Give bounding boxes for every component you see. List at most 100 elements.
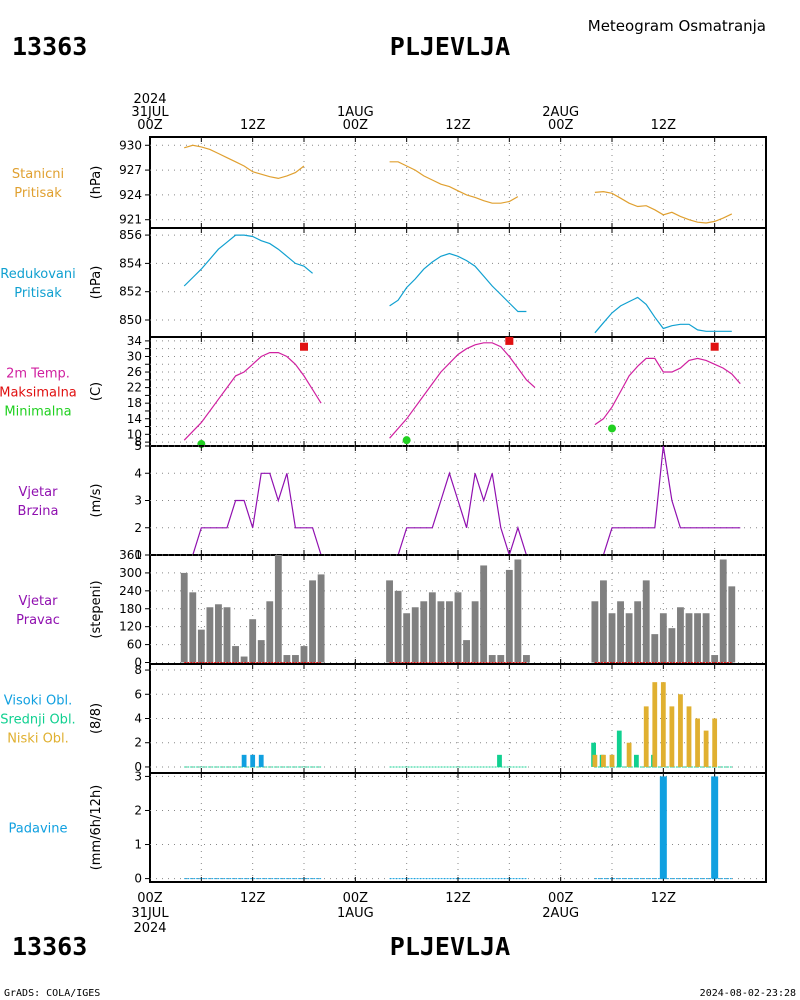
temperature-line — [389, 342, 536, 439]
y-tick-label: 4 — [134, 712, 142, 726]
top-time-label: 00Z — [548, 118, 574, 133]
precip-bar — [659, 776, 667, 879]
y-tick-label: 921 — [119, 213, 142, 227]
wind-direction-bar — [232, 646, 239, 663]
y-tick-label: 26 — [127, 365, 142, 379]
panel-label: Padavine — [9, 822, 68, 837]
bottom-time-label: 2AUG — [542, 906, 579, 921]
temperature-line — [183, 352, 322, 441]
wind-direction-bar — [215, 604, 222, 663]
tmin-marker — [402, 436, 411, 445]
wind-direction-bar — [223, 607, 231, 663]
cloud-bar-low — [660, 682, 666, 767]
bottom-time-label: 31JUL — [131, 906, 169, 921]
cloud-bar-high — [258, 754, 264, 767]
y-tick-label: 850 — [119, 313, 142, 327]
y-tick-label: 924 — [119, 188, 142, 202]
wind-direction-bar — [523, 655, 530, 663]
station-pressure-line — [594, 190, 733, 224]
wind-direction-bar — [642, 580, 650, 663]
y-tick-label: 2 — [134, 736, 142, 750]
station-pressure-line — [389, 161, 519, 204]
wind-direction-bar — [180, 572, 188, 663]
panel-label: Vjetar — [19, 594, 59, 609]
wind-direction-bar — [292, 655, 299, 663]
wind-direction-bar — [591, 601, 599, 663]
panel-label: Redukovani — [0, 267, 75, 282]
y-axis-label: (hPa) — [89, 266, 104, 300]
top-time-label: 00Z — [137, 118, 163, 133]
y-tick-label: 1 — [134, 548, 142, 562]
top-time-label: 12Z — [445, 118, 471, 133]
panel-label: Pritisak — [14, 286, 62, 301]
panel-label: 2m Temp. — [6, 367, 70, 382]
top-time-label: 31JUL — [131, 105, 169, 120]
wind-direction-bar — [617, 601, 624, 663]
timestamp-text: 2024-08-02-23:28 — [700, 988, 796, 999]
tmax-marker — [710, 342, 719, 351]
top-time-label: 1AUG — [337, 105, 374, 120]
wind-direction-bar — [702, 613, 710, 663]
wind-direction-bar — [420, 601, 428, 663]
y-tick-label: 30 — [127, 349, 142, 363]
y-axis-label: (hPa) — [89, 166, 104, 200]
y-tick-label: 5 — [134, 439, 142, 453]
cloud-bar-mid — [616, 730, 622, 767]
credit-text: GrADS: COLA/IGES — [4, 988, 100, 999]
station-name-bottom: PLJEVLJA — [390, 932, 510, 961]
wind-direction-bar — [625, 613, 633, 663]
cloud-bar-low — [686, 706, 692, 767]
panel-label: Pritisak — [14, 186, 62, 201]
top-time-label: 12Z — [651, 118, 677, 133]
wind-direction-bar — [719, 559, 727, 663]
y-tick-label: 2 — [134, 803, 142, 817]
tmax-marker — [300, 342, 308, 351]
panel-label: Srednji Obl. — [0, 713, 75, 728]
panel-label: Stanicni — [12, 167, 64, 182]
cloud-bar-low — [609, 754, 615, 767]
wind-direction-bar — [651, 634, 659, 663]
station-id-top: 13363 — [12, 32, 87, 61]
wind-direction-bar — [403, 613, 411, 663]
cloud-bar-mid — [633, 754, 639, 767]
y-tick-label: 3 — [134, 494, 142, 508]
wind-speed-line — [389, 471, 527, 558]
wind-direction-bar — [694, 613, 701, 663]
wind-direction-bar — [480, 565, 488, 663]
wind-direction-bar — [514, 559, 522, 663]
wind-direction-bar — [600, 580, 607, 663]
wind-direction-bar — [206, 607, 214, 663]
bottom-time-label: 00Z — [548, 891, 574, 906]
panel-label: Pravac — [16, 613, 60, 628]
wind-direction-bar — [249, 619, 257, 663]
wind-speed-line — [184, 472, 322, 556]
wind-direction-bar — [488, 655, 496, 663]
wind-direction-bar — [454, 592, 462, 663]
wind-direction-bar — [728, 586, 736, 663]
wind-direction-bar — [497, 655, 505, 663]
wind-direction-bar — [197, 629, 205, 663]
cloud-bar-high — [241, 754, 247, 767]
y-tick-label: 0 — [134, 656, 142, 670]
wind-direction-bar — [608, 613, 616, 663]
wind-direction-bar — [317, 574, 325, 663]
panel-label: Visoki Obl. — [4, 694, 72, 709]
y-tick-label: 8 — [134, 435, 142, 449]
wind-direction-bar — [189, 592, 197, 663]
bottom-time-label: 12Z — [445, 891, 471, 906]
y-axis-label: (C) — [89, 382, 104, 401]
wind-direction-bar — [266, 601, 274, 663]
cloud-bar-high — [250, 754, 256, 767]
panel-label: Niski Obl. — [7, 732, 69, 747]
tmax-marker — [505, 336, 514, 345]
wind-direction-bar — [668, 628, 676, 663]
wind-direction-bar — [386, 580, 393, 663]
cloud-bar-mid — [497, 754, 502, 767]
wind-direction-bar — [300, 646, 308, 663]
y-tick-label: 3 — [134, 769, 142, 783]
bottom-time-label: 12Z — [240, 891, 266, 906]
wind-direction-bar — [634, 601, 642, 663]
cloud-bar-low — [678, 694, 683, 767]
wind-direction-bar — [659, 613, 667, 663]
